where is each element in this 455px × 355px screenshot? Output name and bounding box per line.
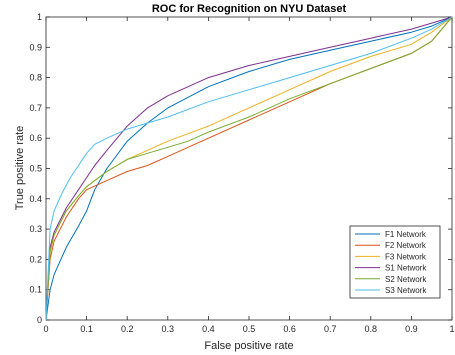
legend-label: F3 Network: [385, 252, 427, 261]
y-tick-label: 0.9: [29, 42, 42, 52]
chart-title: ROC for Recognition on NYU Dataset: [152, 3, 347, 15]
y-axis-label: True positive rate: [14, 126, 26, 211]
y-tick-label: 0.4: [29, 194, 42, 204]
series-line-s1-network: [45, 16, 453, 321]
x-tick-label: 0.3: [162, 324, 175, 334]
x-tick-label: 0: [43, 324, 48, 334]
x-tick-label: 1: [449, 324, 454, 334]
y-tick-label: 0.8: [29, 73, 42, 83]
y-tick-label: 0.2: [29, 254, 42, 264]
x-tick-label: 0.1: [80, 324, 93, 334]
y-tick-label: 0.5: [29, 164, 42, 174]
x-tick-label: 0.5: [243, 324, 256, 334]
series-line-s3-network: [45, 16, 453, 321]
plot-area: 0 0.1 0.2 0.3 0.4 0.5 0.6 0.7 0.8 0.9 1 0 0.1 0.2 0.3 0…: [29, 12, 454, 334]
y-tick-label: 1: [37, 12, 42, 22]
legend-label: S2 Network: [385, 275, 427, 284]
legend-label: S3 Network: [385, 286, 427, 295]
y-tick-label: 0: [37, 315, 42, 325]
x-tick-label: 0.9: [405, 324, 418, 334]
x-tick-label: 0.7: [324, 324, 337, 334]
legend-label: S1 Network: [385, 264, 427, 273]
x-tick-label: 0.4: [202, 324, 215, 334]
x-axis-label: False positive rate: [204, 340, 293, 352]
y-tick-label: 0.1: [29, 285, 42, 295]
x-tick-label: 0.8: [365, 324, 378, 334]
y-tick-label: 0.3: [29, 224, 42, 234]
legend-label: F1 Network: [385, 230, 427, 239]
y-tick-label: 0.6: [29, 133, 42, 143]
x-tick-label: 0.6: [283, 324, 296, 334]
legend-label: F2 Network: [385, 241, 427, 250]
legend-box: [349, 225, 441, 299]
y-tick-label: 0.7: [29, 103, 42, 113]
x-tick-label: 0.2: [121, 324, 134, 334]
series-line-s2-network: [45, 16, 453, 321]
